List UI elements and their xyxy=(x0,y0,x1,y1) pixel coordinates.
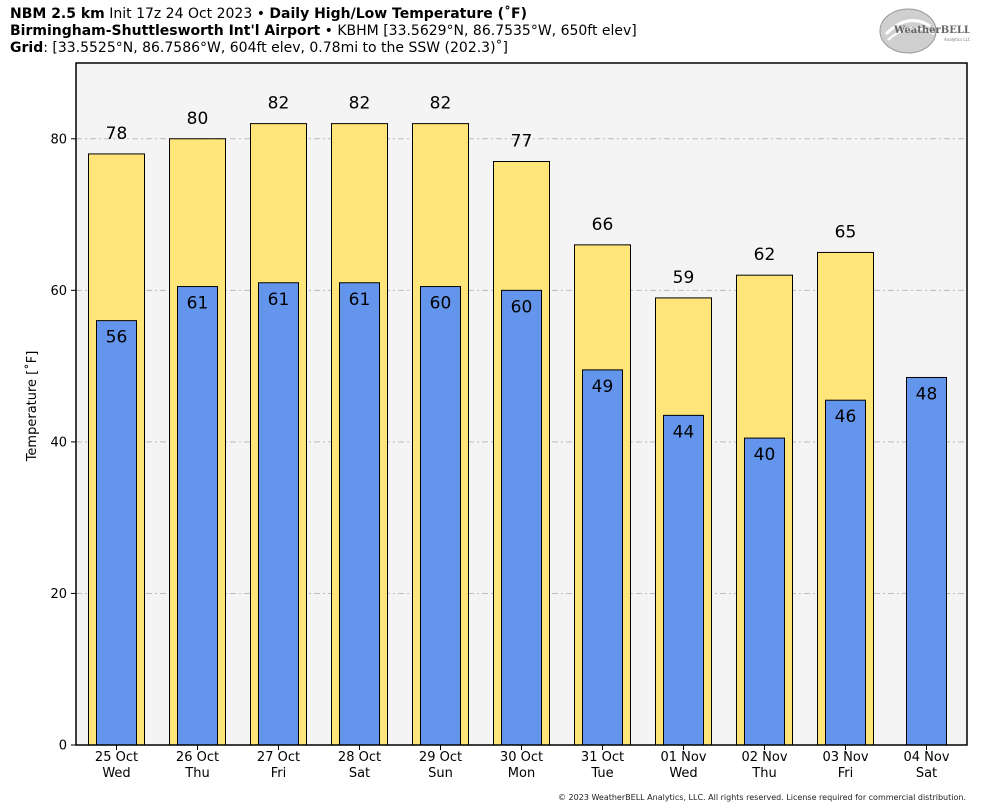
x-tick-label-date: 26 Oct xyxy=(176,750,219,765)
separator: • xyxy=(256,6,265,22)
product-name: NBM 2.5 km xyxy=(10,6,105,22)
low-value-label: 60 xyxy=(511,297,533,317)
low-bar xyxy=(744,437,785,746)
high-value-label: 82 xyxy=(349,94,371,114)
low-bar xyxy=(177,286,218,746)
low-value-label: 44 xyxy=(673,422,695,442)
high-value-label: 65 xyxy=(835,222,857,242)
grid-info: : [33.5525°N, 86.7586°W, 604ft elev, 0.7… xyxy=(43,40,509,56)
y-axis-label: Temperature [˚F] xyxy=(24,351,40,463)
high-value-label: 80 xyxy=(187,109,209,129)
y-tick-label: 20 xyxy=(50,587,67,602)
low-value-label: 56 xyxy=(106,328,128,348)
y-tick-label: 80 xyxy=(50,132,67,147)
low-bar xyxy=(501,289,542,746)
high-value-label: 62 xyxy=(754,245,776,265)
x-tick-label-day: Mon xyxy=(508,766,535,781)
x-tick-label-day: Fri xyxy=(838,766,854,781)
init-time: Init 17z 24 Oct 2023 xyxy=(109,6,253,22)
x-tick-label-date: 04 Nov xyxy=(903,750,949,765)
high-value-label: 82 xyxy=(268,94,290,114)
x-tick-label-date: 29 Oct xyxy=(419,750,462,765)
low-value-label: 61 xyxy=(187,294,209,314)
x-tick-label-day: Wed xyxy=(669,766,697,781)
x-tick-label-date: 01 Nov xyxy=(660,750,706,765)
high-value-label: 66 xyxy=(592,215,614,235)
low-value-label: 61 xyxy=(349,290,371,310)
low-bar xyxy=(339,282,380,746)
station-name: Birmingham-Shuttlesworth Int'l Airport xyxy=(10,23,321,39)
low-bar xyxy=(663,414,704,746)
y-tick-label: 40 xyxy=(50,435,67,450)
x-tick-label-date: 30 Oct xyxy=(500,750,543,765)
x-tick-label-date: 03 Nov xyxy=(822,750,868,765)
x-tick-label-day: Fri xyxy=(271,766,287,781)
x-tick-label-day: Tue xyxy=(590,766,613,781)
x-tick-label-date: 02 Nov xyxy=(741,750,787,765)
low-bar xyxy=(825,399,866,746)
high-value-label: 78 xyxy=(106,124,128,144)
high-value-label: 82 xyxy=(430,94,452,114)
low-bar xyxy=(96,320,137,746)
grid-label: Grid xyxy=(10,40,44,56)
low-bar xyxy=(420,286,461,746)
svg-text:Analytics LLC: Analytics LLC xyxy=(944,37,970,42)
low-bar xyxy=(582,369,623,746)
low-bar xyxy=(906,376,947,746)
low-value-label: 60 xyxy=(430,294,452,314)
svg-text:WeatherBELL: WeatherBELL xyxy=(893,25,970,36)
x-tick-label-date: 25 Oct xyxy=(95,750,138,765)
header-line-3: Grid: [33.5525°N, 86.7586°W, 604ft elev,… xyxy=(10,40,508,57)
y-tick-label: 0 xyxy=(59,739,67,754)
x-tick-label-day: Wed xyxy=(102,766,130,781)
low-value-label: 40 xyxy=(754,445,776,465)
separator: • xyxy=(324,23,333,39)
low-value-label: 49 xyxy=(592,377,614,397)
x-tick-label-day: Thu xyxy=(184,766,209,781)
header-line-1: NBM 2.5 km Init 17z 24 Oct 2023 • Daily … xyxy=(10,6,527,23)
header-line-2: Birmingham-Shuttlesworth Int'l Airport •… xyxy=(10,23,637,40)
x-tick-label-date: 27 Oct xyxy=(257,750,300,765)
weatherbell-logo: WeatherBELL Analytics LLC xyxy=(879,8,970,54)
x-tick-label-day: Thu xyxy=(751,766,776,781)
copyright-footer: © 2023 WeatherBELL Analytics, LLC. All r… xyxy=(558,793,966,802)
y-tick-label: 60 xyxy=(50,284,67,299)
x-tick-label-day: Sat xyxy=(349,766,370,781)
chart-title: Daily High/Low Temperature (˚F) xyxy=(269,6,527,22)
low-value-label: 46 xyxy=(835,407,857,427)
low-value-label: 61 xyxy=(268,290,290,310)
low-bar xyxy=(258,282,299,746)
station-info: KBHM [33.5629°N, 86.7535°W, 650ft elev] xyxy=(337,23,637,39)
high-value-label: 77 xyxy=(511,132,533,152)
x-tick-label-date: 31 Oct xyxy=(581,750,624,765)
high-value-label: 59 xyxy=(673,268,695,288)
low-value-label: 48 xyxy=(916,384,938,404)
x-tick-label-day: Sat xyxy=(916,766,937,781)
x-tick-label-day: Sun xyxy=(428,766,453,781)
x-tick-label-date: 28 Oct xyxy=(338,750,381,765)
